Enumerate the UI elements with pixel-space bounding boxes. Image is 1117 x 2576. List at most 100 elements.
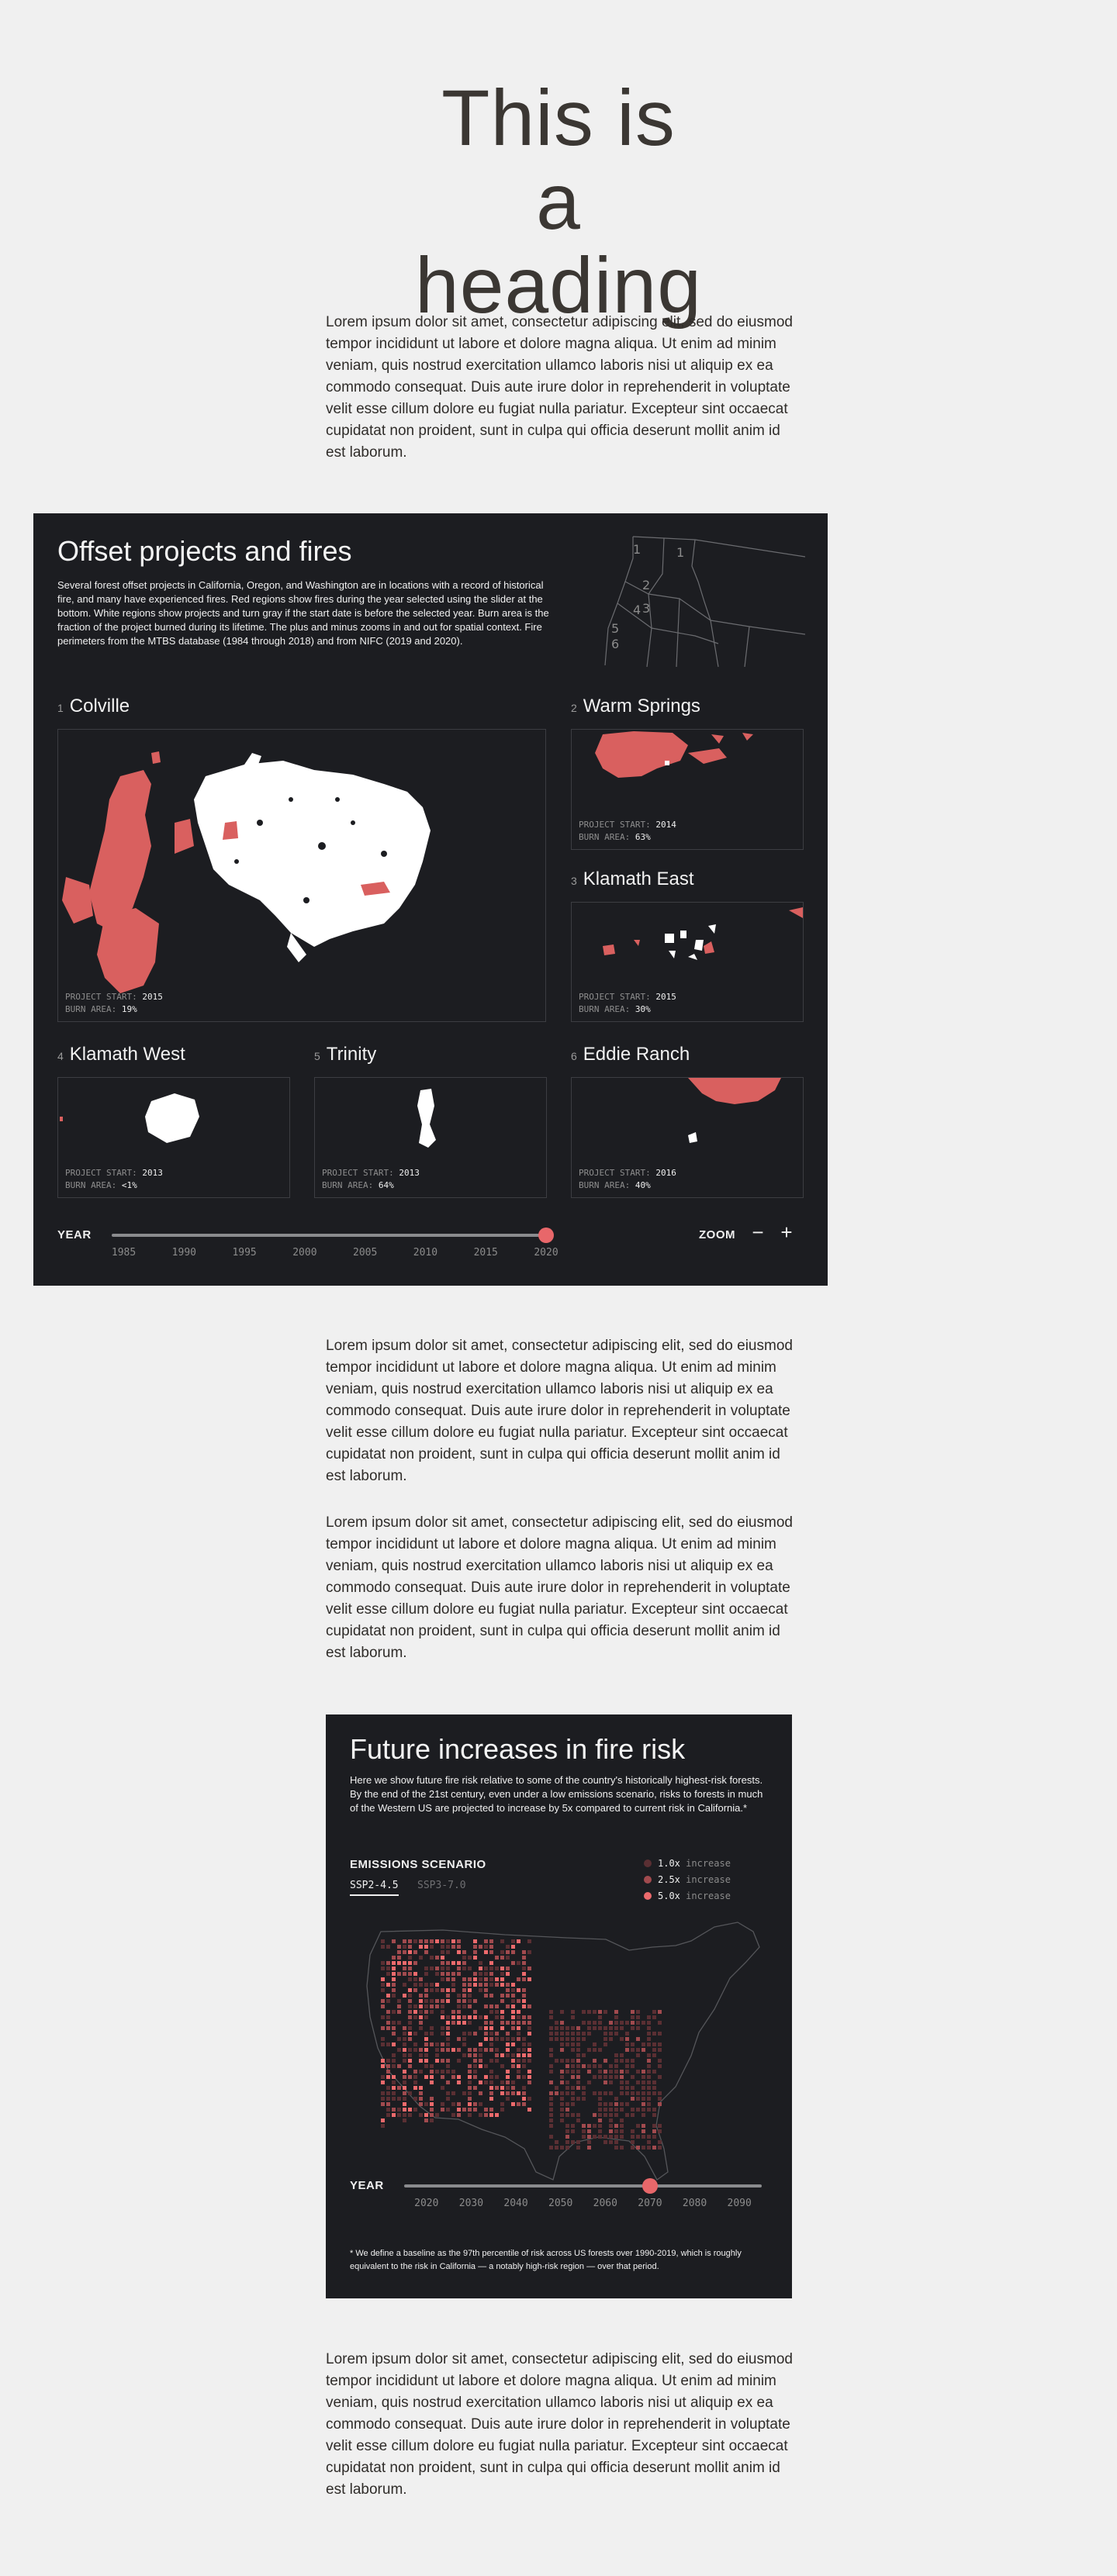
- risk-cell: [468, 2113, 472, 2117]
- risk-cell: [446, 1988, 450, 1992]
- legend-1x: 1.0x increase: [644, 1858, 731, 1869]
- risk-cell: [392, 1994, 396, 1998]
- risk-cell: [386, 1999, 390, 2003]
- burn-area-label: BURN AREA:: [579, 1180, 631, 1190]
- risk-cell: [435, 2042, 439, 2046]
- risk-cell: [576, 2118, 580, 2122]
- risk-tick-2030: 2030: [458, 2198, 484, 2209]
- region-map-warm-springs[interactable]: PROJECT START: 2014 BURN AREA: 63%: [571, 729, 804, 850]
- risk-cell: [500, 2108, 504, 2112]
- risk-cell: [560, 2080, 564, 2084]
- risk-cell: [571, 2097, 575, 2101]
- risk-cell: [517, 2064, 520, 2068]
- risk-cell: [473, 1939, 477, 1943]
- risk-cell: [441, 1967, 444, 1970]
- region-number: 1: [57, 702, 64, 714]
- risk-cell: [614, 2032, 618, 2036]
- risk-cell: [511, 2010, 515, 2014]
- risk-cell: [489, 2010, 493, 2014]
- year-slider-handle[interactable]: [538, 1228, 554, 1243]
- offset-panel-description: Several forest offset projects in Califo…: [57, 579, 549, 647]
- scenario-tab-ssp2[interactable]: SSP2-4.5: [350, 1880, 399, 1896]
- region-map-klamath-west[interactable]: PROJECT START: 2013 BURN AREA: <1%: [57, 1077, 290, 1198]
- risk-cell: [620, 2108, 624, 2112]
- risk-cell: [620, 2102, 624, 2106]
- legend-text: increase: [686, 1891, 731, 1901]
- risk-cell: [457, 2108, 461, 2112]
- risk-cell: [484, 2108, 488, 2112]
- zoom-in-button[interactable]: +: [780, 1221, 793, 1244]
- risk-cell: [441, 2086, 444, 2090]
- risk-cell: [500, 1967, 504, 1970]
- risk-cell: [430, 2070, 434, 2074]
- risk-cell: [413, 1950, 417, 1954]
- risk-cell: [565, 2124, 569, 2128]
- risk-cell: [413, 2086, 417, 2090]
- risk-cell: [446, 2064, 450, 2068]
- risk-cell: [522, 2021, 526, 2025]
- risk-cell: [484, 1945, 488, 1949]
- risk-cell: [408, 2005, 412, 2008]
- risk-year-slider-track[interactable]: [404, 2184, 762, 2188]
- risk-cell: [484, 1939, 488, 1943]
- risk-cell: [419, 2005, 423, 2008]
- risk-cell: [658, 2075, 662, 2079]
- risk-year-slider-handle[interactable]: [641, 2178, 658, 2194]
- risk-cell: [571, 2015, 575, 2019]
- risk-cell: [435, 2113, 439, 2117]
- risk-cell: [527, 2053, 531, 2057]
- risk-cell: [435, 2005, 439, 2008]
- risk-cell: [560, 2037, 564, 2041]
- risk-cell: [419, 1939, 423, 1943]
- risk-cell: [593, 2010, 597, 2014]
- region-map-trinity[interactable]: PROJECT START: 2013 BURN AREA: 64%: [314, 1077, 547, 1198]
- risk-cell: [587, 2064, 591, 2068]
- zoom-out-button[interactable]: −: [752, 1221, 764, 1244]
- region-map-eddie-ranch[interactable]: PROJECT START: 2016 BURN AREA: 40%: [571, 1077, 804, 1198]
- risk-cell: [565, 2108, 569, 2112]
- risk-cell: [446, 2037, 450, 2041]
- risk-cell: [517, 2070, 520, 2074]
- year-slider-track[interactable]: [112, 1234, 546, 1237]
- region-map-klamath-east[interactable]: PROJECT START: 2015 BURN AREA: 30%: [571, 902, 804, 1022]
- risk-cell: [511, 2059, 515, 2063]
- risk-cell: [441, 2010, 444, 2014]
- risk-cell: [397, 1956, 401, 1960]
- eddie-ranch-stats: PROJECT START: 2016 BURN AREA: 40%: [579, 1167, 676, 1192]
- risk-cell: [647, 2108, 651, 2112]
- risk-cell: [392, 2042, 396, 2046]
- risk-year-label: YEAR: [350, 2179, 384, 2192]
- risk-cell: [403, 1961, 406, 1965]
- risk-cell: [620, 2075, 624, 2079]
- risk-cell: [631, 2086, 635, 2090]
- legend-value: 1.0x: [658, 1858, 680, 1869]
- risk-cell: [511, 2021, 515, 2025]
- risk-cell: [430, 2032, 434, 2036]
- risk-cell: [571, 2086, 575, 2090]
- risk-cell: [603, 2075, 607, 2079]
- region-map-colville[interactable]: PROJECT START: 2015 BURN AREA: 19%: [57, 729, 546, 1022]
- risk-cell: [598, 2102, 602, 2106]
- zoom-label: ZOOM: [699, 1228, 735, 1241]
- risk-cell: [598, 2097, 602, 2101]
- year-label: YEAR: [57, 1228, 92, 1241]
- risk-cell: [468, 2015, 472, 2019]
- risk-cell: [441, 1945, 444, 1949]
- klamath-east-map-graphic: [603, 907, 803, 960]
- risk-cell: [484, 2021, 488, 2025]
- risk-cell: [489, 1950, 493, 1954]
- risk-cell: [560, 2113, 564, 2117]
- risk-cell: [522, 1967, 526, 1970]
- risk-cell: [397, 2064, 401, 2068]
- region-number: 3: [571, 875, 577, 887]
- risk-cell: [473, 1945, 477, 1949]
- risk-cell: [462, 2032, 466, 2036]
- risk-cell: [609, 2140, 613, 2144]
- scenario-tab-ssp3[interactable]: SSP3-7.0: [417, 1880, 466, 1891]
- risk-cell: [603, 2135, 607, 2139]
- risk-cell: [647, 2097, 651, 2101]
- risk-cell: [495, 2005, 499, 2008]
- risk-tick-2020: 2020: [414, 2198, 439, 2209]
- risk-cell: [381, 2097, 385, 2101]
- risk-cell: [451, 2113, 455, 2117]
